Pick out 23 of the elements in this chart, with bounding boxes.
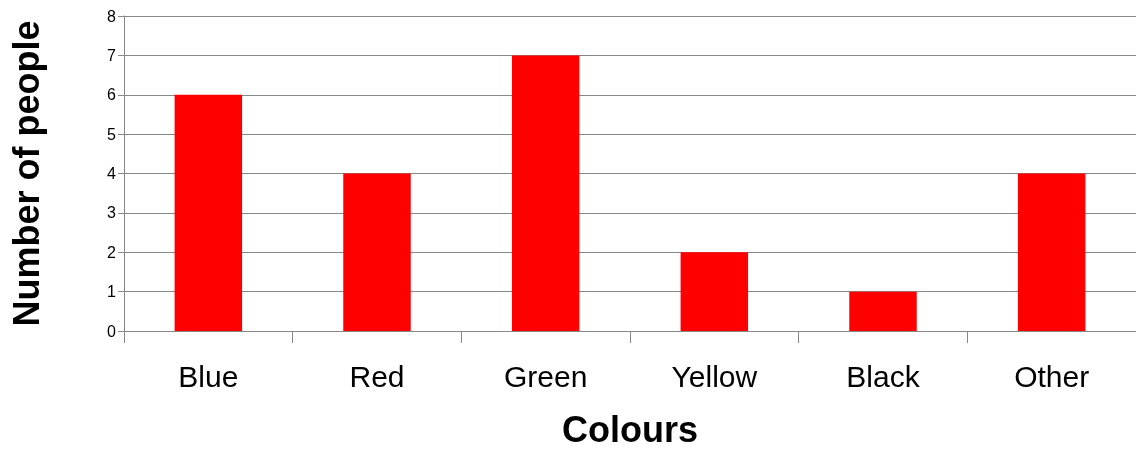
x-tick-label: Yellow <box>671 359 758 393</box>
bar <box>849 291 917 331</box>
y-tick-label: 0 <box>107 322 117 340</box>
y-tick-label: 3 <box>107 204 117 222</box>
x-tick-label: Green <box>503 359 588 393</box>
y-tick-label: 5 <box>107 125 117 143</box>
bar <box>511 55 580 331</box>
y-tick-label: 2 <box>107 243 117 261</box>
y-tick-label: 4 <box>107 165 117 182</box>
bar <box>680 252 749 331</box>
x-axis-title: Colours <box>561 408 699 450</box>
x-tick-label: Red <box>349 359 405 393</box>
bar <box>1017 173 1086 331</box>
y-axis-title: Number of people <box>5 20 47 327</box>
y-tick-label: 6 <box>107 86 117 104</box>
x-tick-label: Other <box>1014 359 1090 393</box>
x-tick-label: Black <box>846 359 921 393</box>
bar <box>174 94 243 331</box>
x-tick-label: Blue <box>178 359 239 393</box>
y-tick-label: 8 <box>107 7 117 25</box>
y-tick-label: 7 <box>107 46 117 64</box>
y-tick-label: 1 <box>107 283 117 301</box>
bar <box>343 173 411 331</box>
